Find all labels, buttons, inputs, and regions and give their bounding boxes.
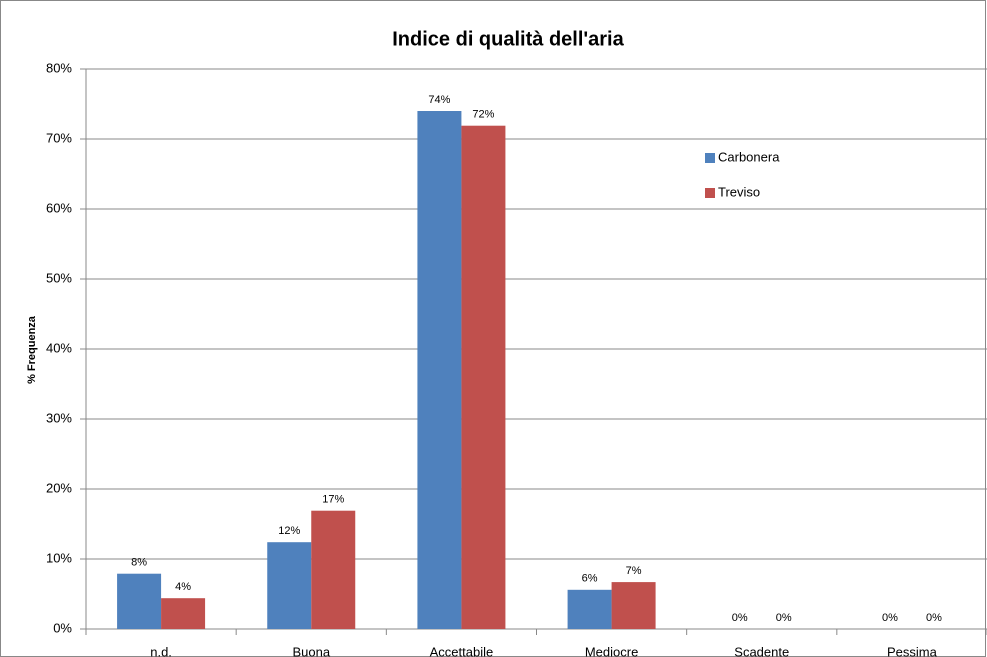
x-tick-label: Buona bbox=[292, 644, 330, 657]
y-tick-label: 30% bbox=[46, 410, 72, 425]
y-tick-label: 70% bbox=[46, 130, 72, 145]
bar bbox=[161, 598, 206, 629]
y-tick-label: 60% bbox=[46, 200, 72, 215]
value-label: 8% bbox=[131, 557, 147, 569]
bar bbox=[567, 589, 612, 629]
x-tick-label: n.d. bbox=[150, 644, 172, 657]
bar bbox=[311, 510, 356, 629]
legend-swatch bbox=[705, 153, 715, 163]
value-label: 0% bbox=[732, 612, 748, 624]
chart-title: Indice di qualità dell'aria bbox=[392, 28, 624, 50]
y-tick-label: 10% bbox=[46, 550, 72, 565]
y-tick-label: 0% bbox=[53, 620, 72, 635]
bar bbox=[117, 573, 162, 629]
value-label: 17% bbox=[322, 494, 344, 506]
value-label: 74% bbox=[428, 94, 450, 106]
legend-label: Treviso bbox=[718, 184, 760, 199]
legend-label: Carbonera bbox=[718, 149, 780, 164]
bar bbox=[267, 542, 312, 629]
y-tick-label: 80% bbox=[46, 60, 72, 75]
value-label: 4% bbox=[175, 581, 191, 593]
value-label: 0% bbox=[882, 612, 898, 624]
value-label: 6% bbox=[582, 573, 598, 585]
x-tick-label: Scadente bbox=[734, 644, 789, 657]
y-tick-label: 20% bbox=[46, 480, 72, 495]
y-axis-label: % Frequenza bbox=[26, 315, 38, 384]
y-tick-label: 50% bbox=[46, 270, 72, 285]
value-label: 12% bbox=[278, 525, 300, 537]
legend-swatch bbox=[705, 188, 715, 198]
value-label: 0% bbox=[926, 612, 942, 624]
value-label: 72% bbox=[472, 109, 494, 121]
value-label: 7% bbox=[626, 565, 642, 577]
bar bbox=[461, 125, 506, 629]
x-tick-label: Accettabile bbox=[430, 644, 494, 657]
bar bbox=[417, 111, 462, 629]
bar bbox=[611, 582, 656, 629]
x-tick-label: Pessima bbox=[887, 644, 938, 657]
x-tick-label: Mediocre bbox=[585, 644, 638, 657]
value-label: 0% bbox=[776, 612, 792, 624]
y-tick-label: 40% bbox=[46, 340, 72, 355]
